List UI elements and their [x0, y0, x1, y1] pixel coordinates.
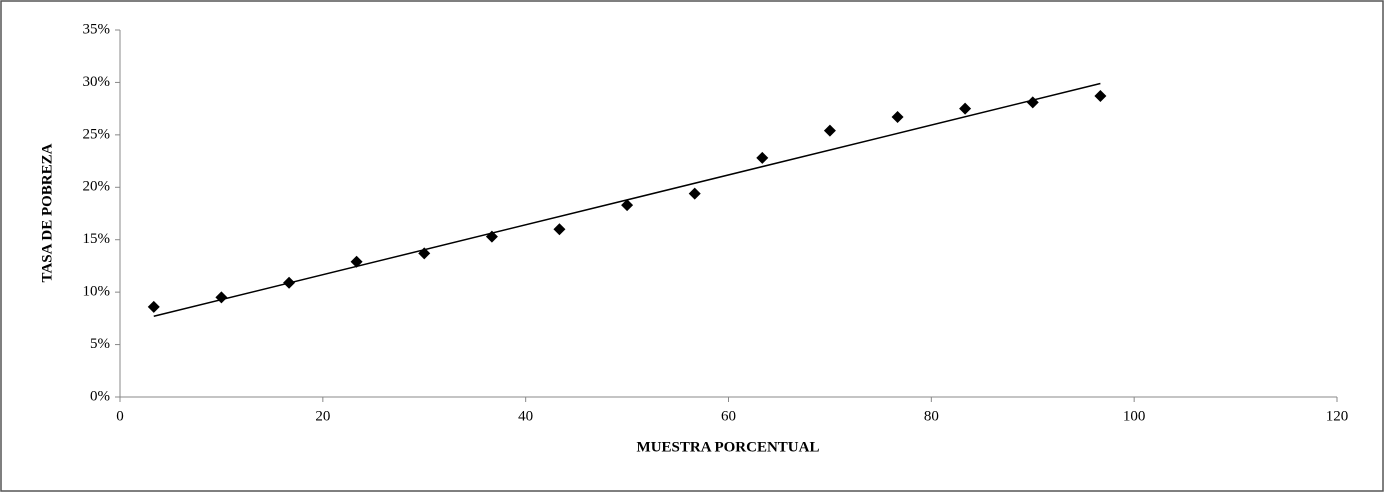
point [215, 291, 228, 304]
x-tick-label: 60 [721, 408, 736, 424]
x-tick-label: 20 [315, 408, 330, 424]
y-tick-label: 30% [83, 74, 111, 90]
x-axis-title: MUESTRA PORCENTUAL [637, 439, 820, 455]
point [621, 199, 634, 212]
point [418, 247, 431, 260]
y-tick-label: 25% [83, 126, 111, 142]
y-tick-label: 15% [83, 231, 111, 247]
point [485, 230, 498, 243]
point [891, 111, 904, 124]
y-tick-label: 10% [83, 284, 111, 300]
x-tick-label: 80 [924, 408, 939, 424]
x-tick-label: 0 [116, 408, 124, 424]
point [823, 124, 836, 137]
x-tick-label: 100 [1123, 408, 1146, 424]
point [553, 223, 566, 236]
point [756, 151, 769, 164]
x-tick-label: 120 [1326, 408, 1349, 424]
y-tick-label: 0% [90, 388, 110, 404]
x-tick-label: 40 [518, 408, 533, 424]
point [147, 300, 160, 313]
point [350, 255, 363, 268]
y-tick-label: 20% [83, 179, 111, 195]
y-axis-title: TASA DE POBREZA [39, 143, 55, 282]
point [688, 187, 701, 200]
point [1094, 90, 1107, 103]
point [1026, 96, 1039, 109]
y-tick-label: 5% [90, 336, 110, 352]
point [959, 102, 972, 115]
y-tick-label: 35% [83, 21, 111, 37]
point [283, 276, 296, 289]
